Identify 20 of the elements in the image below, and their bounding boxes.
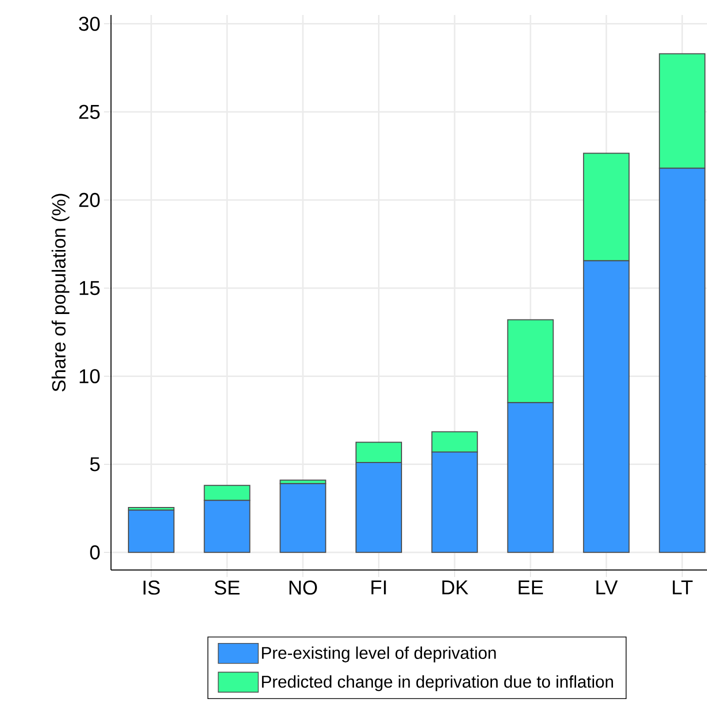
x-tick-label: FI	[372, 580, 386, 594]
y-tick-label: 0	[90, 545, 100, 560]
y-tick-label: 5	[90, 457, 100, 472]
y-tick-label: 25	[79, 104, 100, 119]
y-tick-label: 30	[78, 16, 100, 31]
x-tick-label: DK	[442, 580, 468, 594]
x-tick-label: LT	[672, 580, 693, 594]
y-tick-label: 10	[80, 369, 100, 384]
y-tick-label: 15	[80, 281, 100, 296]
y-tick-label: 20	[79, 192, 100, 208]
x-tick-label: SE	[214, 580, 240, 595]
x-tick-label: NO	[290, 580, 317, 595]
x-tick-label: EE	[518, 580, 543, 594]
legend-label: Pre-existing level of deprivation	[262, 646, 496, 662]
bar	[280, 483, 326, 553]
x-tick-label: LV	[596, 580, 618, 594]
x-tick-label: IS	[144, 580, 160, 595]
y-axis-title: Share of population (%)	[52, 194, 70, 392]
bar	[128, 510, 174, 553]
legend-label: Predicted change in deprivation due to inflation	[262, 675, 613, 692]
